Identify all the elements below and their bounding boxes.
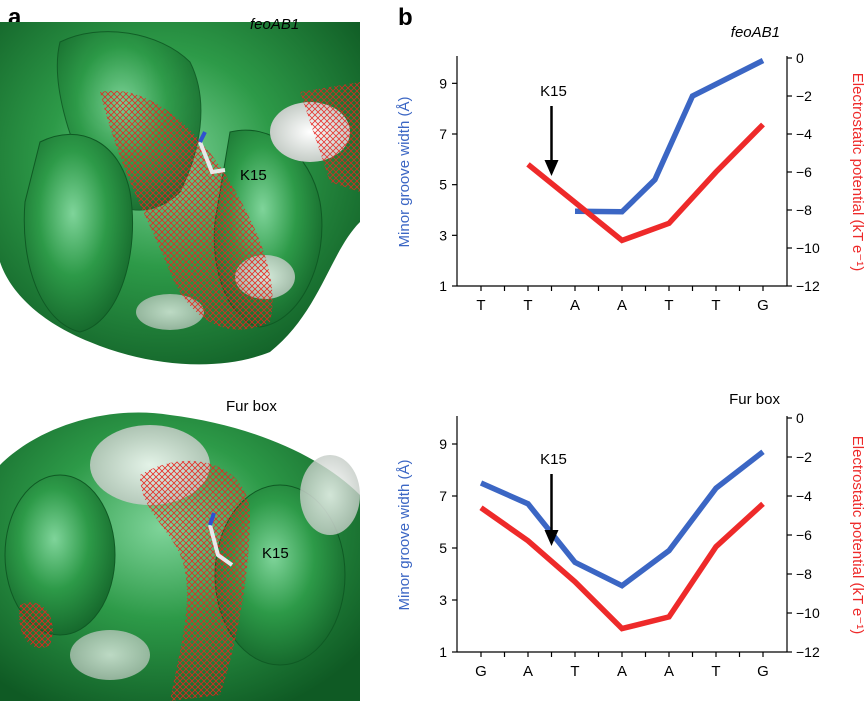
molecular-surface-feoab1: K15 bbox=[0, 22, 360, 370]
series-minor-groove-line bbox=[574, 58, 765, 215]
chart-title: Fur box bbox=[729, 391, 780, 408]
y-left-tick-label: 7 bbox=[439, 488, 447, 504]
residue-label-top: K15 bbox=[240, 167, 267, 184]
y-right-tick-label: −6 bbox=[796, 527, 812, 543]
panel-label-b: b bbox=[398, 4, 413, 31]
y-left-tick-label: 3 bbox=[439, 227, 447, 243]
x-tick-label: T bbox=[570, 663, 579, 680]
y-right-tick-label: −2 bbox=[796, 88, 812, 104]
annotation-arrow-head bbox=[544, 160, 559, 176]
chart-feoab1: feoAB1 1 3 5 7 9 0 −2 −4 −6 −8 −10 −12 T T A A T T G Minor g… bbox=[395, 18, 865, 338]
y-left-tick-label: 3 bbox=[439, 592, 447, 608]
series-electrostatic-line bbox=[526, 122, 765, 244]
molecular-surface-fur-box: K15 bbox=[0, 405, 360, 701]
molecular-surface-fur-box-image: K15 bbox=[0, 405, 360, 701]
y-right-tick-label: −10 bbox=[796, 240, 820, 256]
y-right-tick-label: −4 bbox=[796, 488, 812, 504]
y-right-tick-label: −12 bbox=[796, 644, 820, 660]
annotation-arrow-head bbox=[544, 530, 559, 546]
x-tick-label: T bbox=[523, 297, 532, 314]
x-tick-label: A bbox=[523, 663, 533, 680]
y-left-axis-title: Minor groove width (Å) bbox=[396, 97, 413, 248]
chart-feoab1-svg: feoAB1 1 3 5 7 9 0 −2 −4 −6 −8 −10 −12 T T A A T T G Minor g… bbox=[396, 24, 865, 314]
x-tick-label: A bbox=[617, 297, 627, 314]
x-tick-label: A bbox=[617, 663, 627, 680]
x-tick-label: T bbox=[476, 297, 485, 314]
y-left-tick-label: 1 bbox=[439, 644, 447, 660]
y-left-tick-label: 1 bbox=[439, 278, 447, 294]
x-tick-label: G bbox=[757, 297, 769, 314]
chart-fur-box: Fur box 1 3 5 7 9 0 −2 −4 −6 −8 −10 −12 G A T A A T G Minor … bbox=[395, 390, 865, 702]
y-left-axis-title: Minor groove width (Å) bbox=[396, 460, 413, 611]
chart-fur-box-svg: Fur box 1 3 5 7 9 0 −2 −4 −6 −8 −10 −12 G A T A A T G Minor … bbox=[396, 391, 865, 680]
caption-feoab1: feoAB1 bbox=[250, 16, 300, 33]
y-right-tick-label: 0 bbox=[796, 50, 804, 66]
y-right-tick-label: −4 bbox=[796, 126, 812, 142]
y-left-tick-label: 5 bbox=[439, 177, 447, 193]
x-tick-label: G bbox=[757, 663, 769, 680]
y-right-tick-label: −8 bbox=[796, 202, 812, 218]
chart-title: feoAB1 bbox=[731, 24, 780, 41]
annotation-label: K15 bbox=[540, 83, 567, 100]
y-right-tick-label: −10 bbox=[796, 605, 820, 621]
y-left-tick-label: 9 bbox=[439, 436, 447, 452]
x-tick-label: T bbox=[711, 663, 720, 680]
y-right-axis-title: Electrostatic potential (kT e⁻¹) bbox=[849, 73, 865, 272]
series-minor-groove-line bbox=[479, 449, 765, 589]
y-left-tick-label: 5 bbox=[439, 540, 447, 556]
y-right-tick-label: −2 bbox=[796, 449, 812, 465]
y-right-tick-label: −12 bbox=[796, 278, 820, 294]
y-left-tick-label: 7 bbox=[439, 126, 447, 142]
y-right-tick-label: 0 bbox=[796, 410, 804, 426]
x-tick-label: T bbox=[711, 297, 720, 314]
y-right-tick-label: −8 bbox=[796, 566, 812, 582]
molecular-surface-feoab1-image: K15 bbox=[0, 22, 360, 370]
series-electrostatic-line bbox=[479, 501, 765, 632]
caption-fur-box: Fur box bbox=[226, 398, 277, 415]
y-right-tick-label: −6 bbox=[796, 164, 812, 180]
y-right-axis-title: Electrostatic potential (kT e⁻¹) bbox=[849, 436, 865, 635]
y-left-tick-label: 9 bbox=[439, 75, 447, 91]
x-tick-label: A bbox=[570, 297, 580, 314]
x-tick-label: T bbox=[664, 297, 673, 314]
residue-label-bottom: K15 bbox=[262, 545, 289, 562]
x-tick-label: A bbox=[664, 663, 674, 680]
annotation-label: K15 bbox=[540, 451, 567, 468]
x-tick-label: G bbox=[475, 663, 487, 680]
